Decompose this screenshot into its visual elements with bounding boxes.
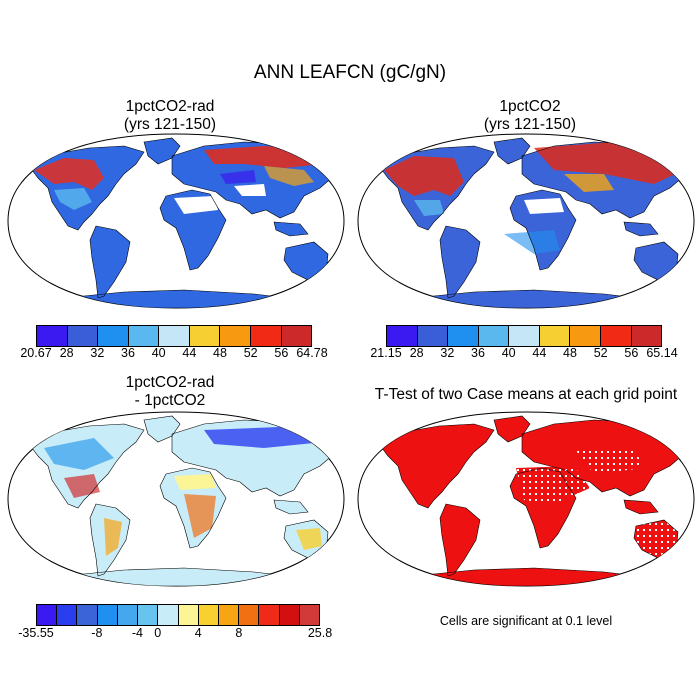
panel3-title-line1: 1pctCO2-rad: [125, 374, 215, 391]
colorbar-swatch: [299, 605, 320, 625]
colorbar-swatch: [387, 326, 418, 346]
map-panel-ttest: [354, 408, 698, 590]
colorbar-swatch: [97, 605, 118, 625]
colorbar-swatch: [37, 605, 58, 625]
panel3-title: 1pctCO2-rad - 1pctCO2: [70, 374, 270, 410]
colorbar-swatch: [37, 326, 68, 346]
colorbar-swatch: [600, 326, 632, 346]
map-panel-difference: [4, 408, 348, 590]
colorbar-swatch: [77, 605, 98, 625]
panel1-title-line2: (yrs 121-150): [123, 116, 217, 133]
panel3-title-line2: - 1pctCO2: [134, 392, 206, 409]
colorbar-tick-label: 20.67: [20, 346, 52, 360]
colorbar-panel3: [36, 604, 320, 626]
colorbar-tick-label: 40: [151, 346, 166, 360]
colorbar-tick-label: 44: [532, 346, 547, 360]
figure-title: ANN LEAFCN (gC/gN): [253, 62, 447, 83]
colorbar-swatch: [138, 605, 159, 625]
colorbar-swatch: [570, 326, 601, 346]
colorbar-tick-label: 4: [194, 626, 202, 640]
colorbar-swatch: [631, 326, 662, 346]
colorbar-swatch: [448, 326, 479, 346]
colorbar-tick-label: -4: [131, 626, 143, 640]
colorbar-swatch: [128, 326, 160, 346]
colorbar-tick-label: 52: [243, 346, 258, 360]
colorbar-tick-label: 36: [121, 346, 135, 360]
colorbar-swatch: [159, 326, 190, 346]
colorbar-tick-label: 48: [563, 346, 577, 360]
ttest-significance-note: Cells are significant at 0.1 level: [439, 614, 613, 628]
colorbar-panel1: [36, 325, 312, 347]
colorbar-tick-label: 28: [59, 346, 74, 360]
colorbar-swatch: [57, 605, 78, 625]
colorbar-tick-label: 65.14: [646, 346, 678, 360]
colorbar-swatch: [279, 605, 300, 625]
colorbar-tick-label: 44: [182, 346, 197, 360]
colorbar-tick-label: 8: [235, 626, 243, 640]
panel4-title: T-Test of two Case means at each grid po…: [374, 386, 678, 403]
panel2-title-line2: (yrs 121-150): [483, 116, 577, 133]
colorbar-swatch: [117, 605, 139, 625]
colorbar-swatch: [539, 326, 571, 346]
colorbar-tick-label: 21.15: [370, 346, 402, 360]
panel2-title: 1pctCO2 (yrs 121-150): [430, 98, 630, 134]
colorbar-tick-label: 52: [593, 346, 608, 360]
colorbar-tick-label: 32: [90, 346, 105, 360]
colorbar-swatch: [198, 605, 219, 625]
colorbar-swatch: [67, 326, 99, 346]
colorbar-swatch: [98, 326, 129, 346]
panel2-title-line1: 1pctCO2: [499, 98, 561, 115]
colorbar-swatch: [250, 326, 282, 346]
colorbar-tick-label: -35.55: [18, 626, 54, 640]
colorbar-swatch: [259, 605, 280, 625]
colorbar-swatch: [220, 326, 251, 346]
colorbar-tick-label: 56: [624, 346, 639, 360]
colorbar-tick-label: 56: [274, 346, 289, 360]
colorbar-tick-label: 25.8: [307, 626, 333, 640]
colorbar-tick-label: 40: [501, 346, 516, 360]
colorbar-swatch: [178, 605, 199, 625]
colorbar-tick-label: 28: [409, 346, 424, 360]
colorbar-tick-label: 64.78: [296, 346, 328, 360]
colorbar-swatch: [281, 326, 312, 346]
colorbar-swatch: [417, 326, 449, 346]
map-panel-1pctco2: [354, 130, 698, 312]
colorbar-swatch: [158, 605, 179, 625]
colorbar-swatch: [509, 326, 540, 346]
colorbar-swatch: [189, 326, 221, 346]
panel1-title: 1pctCO2-rad (yrs 121-150): [70, 98, 270, 134]
map-panel-1pctco2-rad: [4, 130, 348, 312]
panel1-title-line1: 1pctCO2-rad: [125, 98, 215, 115]
colorbar-swatch: [478, 326, 510, 346]
colorbar-swatch: [218, 605, 240, 625]
colorbar-swatch: [239, 605, 260, 625]
colorbar-panel2: [386, 325, 662, 347]
colorbar-tick-label: 0: [154, 626, 162, 640]
colorbar-tick-label: -8: [91, 626, 103, 640]
colorbar-tick-label: 48: [213, 346, 227, 360]
colorbar-tick-label: 36: [471, 346, 485, 360]
colorbar-tick-label: 32: [440, 346, 455, 360]
